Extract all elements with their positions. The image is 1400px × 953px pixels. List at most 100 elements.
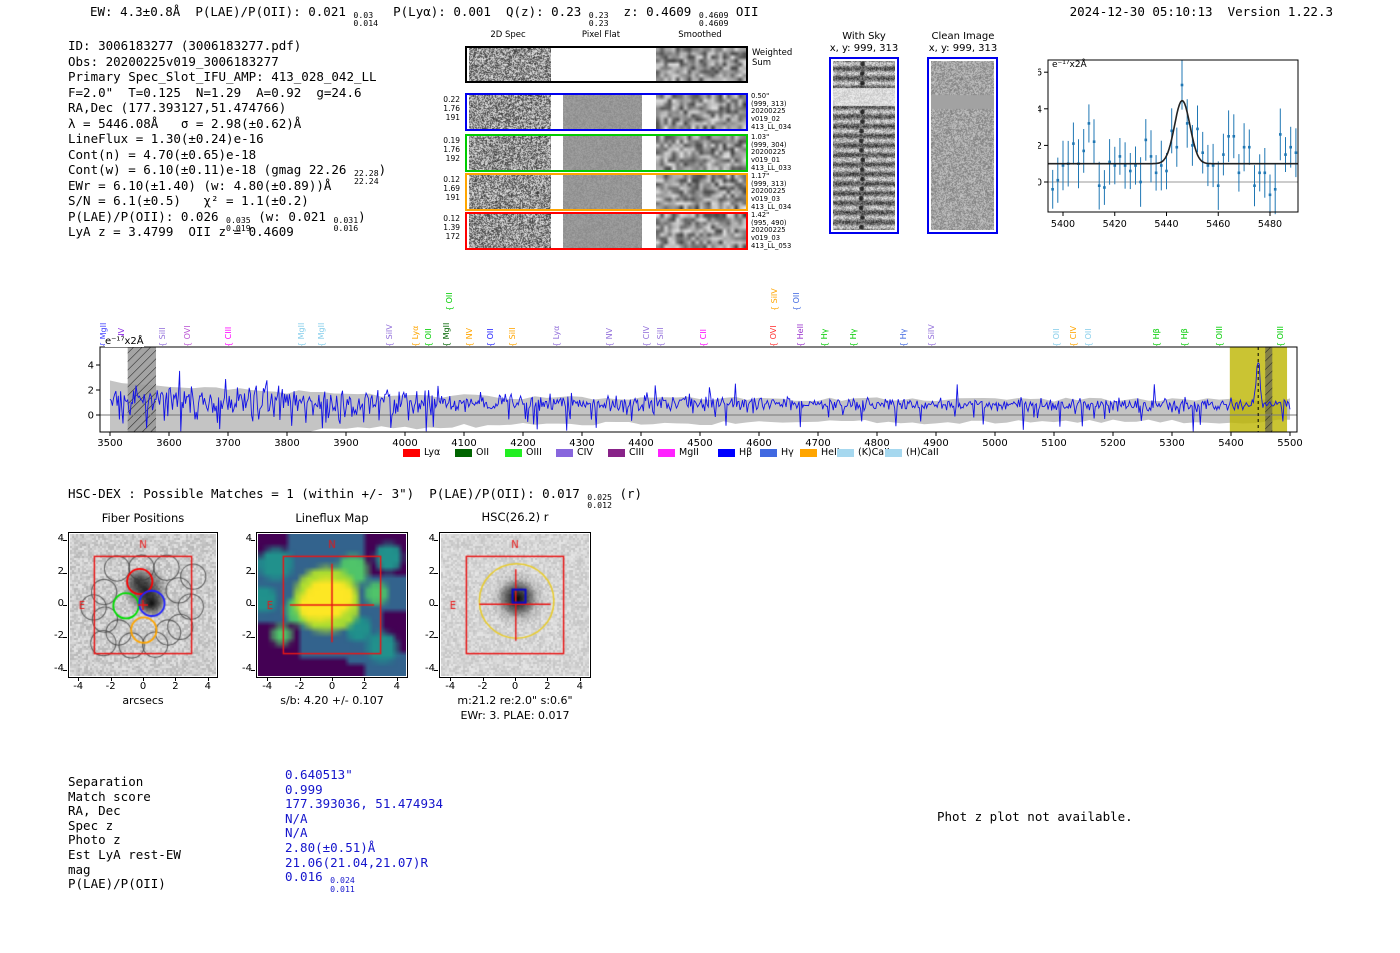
svg-text:3900: 3900 [333, 438, 358, 449]
text-segment: 21.06(21.04,21.07)R [285, 854, 428, 870]
lineflux-map-plot [256, 532, 408, 678]
fiber-y-tick-mark [63, 540, 67, 542]
fiber-x-tick-label: -2 [105, 681, 116, 692]
fiber-x-tick-mark [78, 677, 80, 681]
legend-label: Hγ [781, 447, 794, 458]
header-stats-line: EW: 4.3±0.8Å P(LAE)/P(OII): 0.021 0.03 0.… [90, 4, 759, 28]
cutout-row-weights: 0.19 1.76 192 [430, 136, 460, 164]
hsc-x-tick-mark [515, 677, 516, 681]
info-line: ID: 3006183277 (3006183277.pdf) [68, 38, 301, 53]
legend-item: CIV [556, 447, 593, 458]
lineflux-y-tick-label: 0 [245, 598, 252, 609]
svg-text:3800: 3800 [274, 438, 299, 449]
fiber-info-line: v019_01 [751, 156, 781, 165]
legend-swatch [403, 448, 420, 457]
svg-text:3700: 3700 [215, 438, 240, 449]
svg-text:0: 0 [88, 411, 94, 422]
with-sky-title: With Sky [842, 31, 886, 42]
fiber-info-line: 20200225 [751, 107, 786, 116]
fiber-info-line: 20200225 [751, 187, 786, 196]
hsc-x-tick-label: 2 [544, 681, 551, 692]
cutout-row-fiber-info: 1.42" (995, 490) 20200225 v019_03 413_LL_053 [751, 211, 811, 251]
cutout-row [465, 173, 748, 211]
cutout-row-fiber-info: 0.50" (999, 313) 20200225 v019_02 413_LL_034 [751, 92, 811, 132]
uncertainty-low: 0.012 [587, 500, 612, 511]
fiber-info-line: (995, 490) [751, 218, 787, 227]
stacked-uncertainty: 0.031 0.016 [334, 215, 359, 232]
text-segment: Obs: 20200225v019_3006183277 [68, 53, 279, 69]
legend-item: Hβ [718, 447, 752, 458]
legend-swatch [760, 448, 777, 457]
hsc-x-tick-mark [547, 677, 549, 681]
svg-text:3500: 3500 [97, 438, 122, 449]
fiber-y-tick-label: -4 [54, 662, 64, 674]
2d-spec-cutout [469, 136, 551, 170]
fiber-info-line: (999, 304) [751, 140, 787, 149]
svg-text:0: 0 [1038, 178, 1042, 189]
legend-item: OII [455, 447, 489, 458]
info-line: F=2.0" T=0.125 N=1.29 A=0.92 g=24.6 [68, 85, 362, 100]
hsc-y-tick-label: -2 [425, 630, 435, 642]
svg-text:5440: 5440 [1154, 219, 1178, 230]
match-row-label: Match score [68, 788, 151, 804]
svg-text:4900: 4900 [923, 438, 948, 449]
svg-text:4200: 4200 [510, 438, 535, 449]
spectrum-legend: Lyα OII OIII CIV CIII MgII Hβ Hγ HeII (K)CaII (H)C… [0, 447, 1400, 459]
svg-text:2: 2 [88, 386, 94, 397]
lineflux-x-tick-mark [332, 677, 333, 681]
hsc-x-tick-label: 0 [511, 681, 519, 692]
uncertainty-high: 0.025 [587, 492, 612, 502]
svg-text:6: 6 [1038, 68, 1042, 79]
uncertainty-low: 0.23 [588, 18, 609, 29]
uncertainty-high: 0.035 [226, 214, 251, 225]
info-line: EWr = 6.10(±1.40) (w: 4.80(±0.89))Å [68, 178, 331, 193]
lineflux-y-tick-label: -4 [242, 662, 252, 674]
match-row-label: mag [68, 861, 91, 877]
weight-value: 191 [445, 193, 460, 203]
fiber-x-tick-label: 4 [204, 681, 211, 692]
hsc-x-tick-mark [579, 677, 581, 681]
smoothed-cutout [656, 95, 746, 129]
fiber-x-tick-mark [207, 677, 209, 681]
lineflux-y-tick-mark [251, 669, 255, 671]
fiber-info-line: 20200225 [751, 226, 786, 235]
hsc-y-tick-label: -4 [425, 662, 435, 674]
fiber-info-line: v019_03 [751, 195, 781, 204]
fiber-info-line: v019_02 [751, 115, 781, 124]
lineflux-xlabel: s/b: 4.20 +/- 0.107 [280, 694, 384, 707]
uncertainty-high: 0.03 [353, 10, 374, 20]
text-segment: 0.999 [285, 781, 323, 797]
text-segment: ID: 3006183277 (3006183277.pdf) [68, 38, 302, 53]
text-segment: S/N = 6.1(±0.5) χ² = 1.1(±0.2) [68, 193, 309, 208]
weighted-sum-line1: Weighted [752, 48, 793, 58]
legend-item: MgII [658, 447, 699, 458]
cutout-row [465, 134, 748, 172]
fiber-x-tick-label: 2 [172, 681, 179, 692]
cutout-row-weights: 0.22 1.76 191 [430, 95, 460, 123]
clean-image [931, 61, 994, 230]
match-row-value: N/A [285, 811, 308, 826]
text-segment: 0.016 [285, 869, 331, 885]
info-line: RA,Dec (177.393127,51.474766) [68, 100, 286, 115]
fiber-info-line: 1.42" [751, 211, 770, 219]
info-line: LyA z = 3.4799 OII z = 0.4609 [68, 224, 294, 239]
stacked-uncertainty: 22.28 22.24 [354, 169, 379, 186]
2d-spec-cutout [469, 175, 551, 209]
info-line: S/N = 6.1(±0.5) χ² = 1.1(±0.2) [68, 193, 309, 208]
lineflux-x-tick-label: 2 [361, 681, 368, 692]
match-row-value: 21.06(21.04,21.07)R [285, 855, 428, 870]
lineflux-map-image [258, 534, 406, 676]
lineflux-x-tick-mark [364, 677, 366, 681]
with-sky-coords: x, y: 999, 313 [829, 43, 899, 54]
legend-swatch [885, 448, 902, 457]
text-segment: λ = 5446.08Å σ = 2.98(±0.62)Å [68, 115, 302, 131]
svg-text:5500: 5500 [1277, 438, 1302, 449]
lineflux-y-tick-label: 4 [245, 533, 252, 545]
line-label-SiIV: { SiIV [770, 288, 780, 311]
fiber-y-tick-mark [63, 605, 67, 606]
fiber-x-tick-mark [175, 677, 177, 681]
legend-label: CIII [629, 447, 645, 458]
info-line: P(LAE)/P(OII): 0.026 0.035 0.019 (w: 0.02… [68, 209, 366, 233]
lineflux-y-tick-label: -2 [242, 630, 252, 642]
